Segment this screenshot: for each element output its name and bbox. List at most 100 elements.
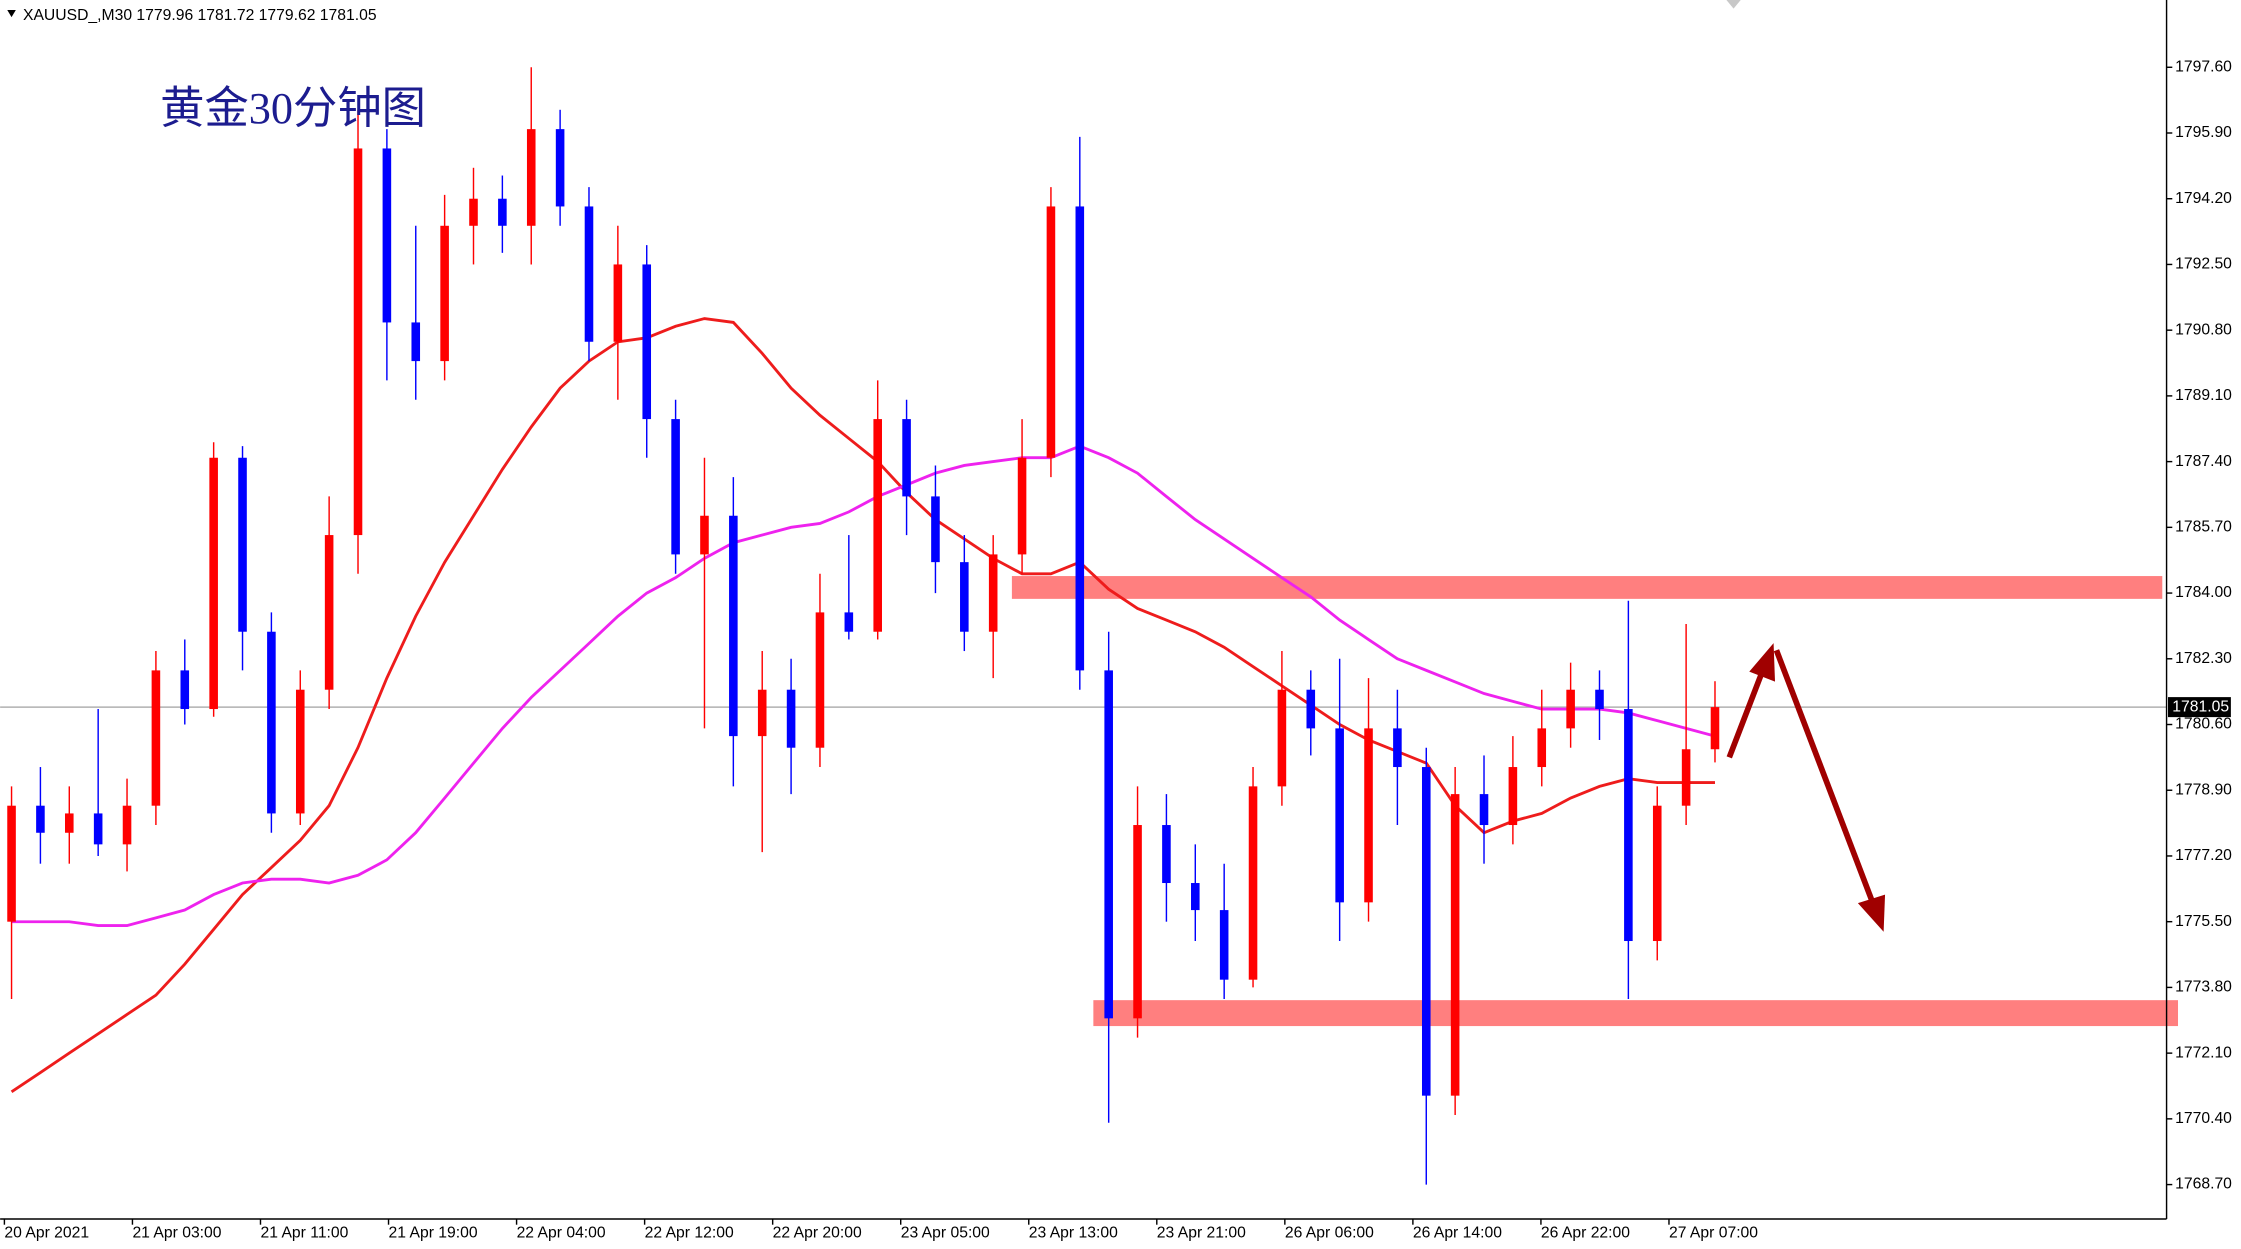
y-tick-label: 1795.90 — [2175, 124, 2232, 141]
candle-body — [498, 198, 507, 226]
candle-body — [65, 813, 74, 833]
y-tick-label: 1789.10 — [2175, 387, 2232, 404]
candle-body — [613, 264, 623, 342]
candle-body — [1421, 767, 1431, 1096]
price-zone — [1011, 576, 2163, 599]
y-tick-label: 1785.70 — [2175, 518, 2232, 535]
candle-body — [238, 457, 247, 632]
candle-body — [1595, 689, 1604, 710]
candle-body — [1450, 794, 1460, 1096]
candle-body — [180, 670, 190, 710]
y-tick-label: 1768.70 — [2175, 1176, 2232, 1193]
x-tick-label: 22 Apr 12:00 — [645, 1224, 734, 1241]
candle-body — [209, 457, 218, 710]
y-tick-label: 1782.30 — [2175, 650, 2232, 667]
x-tick-label: 26 Apr 06:00 — [1285, 1224, 1374, 1241]
candle-body — [700, 515, 709, 555]
candle-body — [1133, 825, 1142, 1019]
chart-title: 黄金30分钟图 — [160, 84, 426, 133]
candle-body — [642, 264, 652, 420]
x-tick-label: 23 Apr 13:00 — [1029, 1224, 1118, 1241]
candle-body — [382, 148, 392, 323]
candle-body — [1017, 457, 1027, 555]
candle-body — [1624, 709, 1633, 942]
shift-marker — [1726, 0, 1741, 9]
current-price-label: 1781.05 — [2172, 698, 2229, 715]
candle-body — [469, 198, 478, 226]
y-tick-label: 1792.50 — [2175, 256, 2232, 273]
candle-body — [555, 129, 565, 207]
x-tick-label: 23 Apr 05:00 — [901, 1224, 990, 1241]
candle-body — [295, 689, 305, 814]
candle-body — [93, 813, 103, 845]
symbol-header: XAUUSD_,M30 1779.96 1781.72 1779.62 1781… — [23, 7, 377, 24]
x-tick-label: 21 Apr 11:00 — [260, 1224, 348, 1241]
candle-body — [324, 535, 334, 690]
moving-average — [11, 444, 1716, 928]
candle-body — [267, 631, 276, 814]
candle-body — [1710, 707, 1720, 750]
zones — [0, 576, 2179, 1027]
candle-body — [1075, 206, 1085, 671]
x-tick-label: 22 Apr 20:00 — [773, 1224, 862, 1241]
candle-body — [1248, 786, 1258, 980]
arrow-head — [1749, 643, 1776, 682]
arrow-down — [1773, 649, 1878, 910]
moving-averages — [10, 317, 1716, 1093]
candle-body — [844, 612, 854, 632]
candle-body — [729, 515, 738, 737]
candle-body — [815, 612, 825, 748]
y-tick-label: 1775.50 — [2175, 913, 2232, 930]
x-tick-label: 26 Apr 22:00 — [1541, 1224, 1630, 1241]
candle-body — [1191, 883, 1200, 911]
y-tick-label: 1780.60 — [2175, 716, 2232, 733]
candle-body — [353, 148, 363, 536]
candle-body — [1104, 670, 1113, 1019]
candle-body — [1479, 794, 1489, 826]
candle-body — [757, 689, 767, 737]
candle-body — [151, 670, 161, 806]
candle-body — [1277, 689, 1287, 787]
y-tick-label: 1772.10 — [2175, 1044, 2232, 1061]
candle-body — [7, 805, 16, 922]
candle-body — [1566, 689, 1575, 729]
candle-body — [1162, 825, 1171, 884]
arrow-up — [1726, 663, 1768, 759]
y-tick-label: 1777.20 — [2175, 847, 2232, 864]
x-tick-label: 27 Apr 07:00 — [1669, 1224, 1758, 1241]
y-tick-label: 1790.80 — [2175, 321, 2232, 338]
current-price: 1781.05 — [2168, 697, 2231, 718]
moving-average — [10, 317, 1715, 1093]
candle-body — [1335, 728, 1344, 903]
candle-body — [1219, 910, 1229, 980]
menu-arrow[interactable] — [7, 10, 16, 18]
candle-body — [36, 805, 45, 833]
candle-body — [1306, 689, 1316, 729]
y-tick-label: 1773.80 — [2175, 979, 2232, 996]
candle-body — [411, 322, 421, 362]
candle-body — [1652, 805, 1662, 942]
candle-body — [931, 496, 940, 563]
x-tick-label: 21 Apr 03:00 — [132, 1224, 221, 1241]
price-zone — [1093, 1000, 2179, 1027]
arrows — [1726, 643, 1886, 932]
y-tick-label: 1797.60 — [2175, 58, 2232, 75]
candle-body — [526, 129, 536, 226]
arrow-head — [1857, 894, 1886, 932]
candle-body — [988, 554, 998, 632]
candle-body — [1508, 767, 1518, 826]
candle-body — [1537, 728, 1547, 768]
candle-body — [122, 805, 132, 845]
y-tick-label: 1787.40 — [2175, 453, 2232, 470]
y-tick-label: 1770.40 — [2175, 1110, 2232, 1127]
candle-body — [1364, 728, 1373, 903]
axes: 1797.60 1795.90 1794.20 1792.50 1790.80 1789.… — [3, 58, 2232, 1241]
y-tick-label: 1778.90 — [2175, 781, 2232, 798]
candle-body — [960, 562, 969, 632]
candle-body — [1046, 206, 1056, 458]
candle-body — [786, 689, 796, 748]
x-tick-label: 22 Apr 04:00 — [517, 1224, 606, 1241]
